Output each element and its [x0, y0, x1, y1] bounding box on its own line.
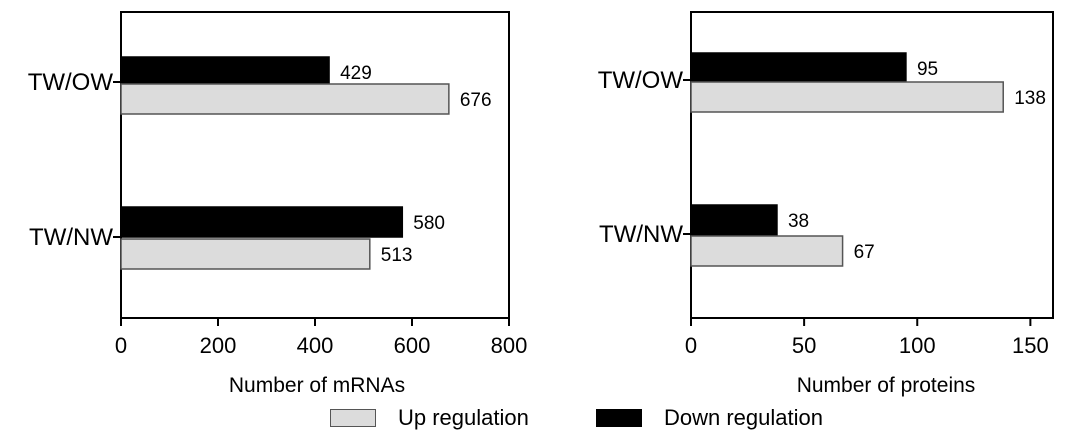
chart-1-bar-up	[120, 238, 371, 270]
chart-1-data-label-down: 429	[340, 63, 372, 84]
legend: Up regulation Down regulation	[0, 405, 1083, 437]
chart-1-category-label: TW/NW	[29, 224, 113, 251]
legend-item-down: Down regulation	[596, 405, 823, 431]
chart-1-bar-down	[120, 56, 330, 88]
chart-2-data-label-up: 67	[854, 242, 875, 263]
legend-swatch-down	[596, 409, 642, 427]
chart-2-x-axis-title: Number of proteins	[797, 374, 976, 397]
chart-1-x-tick-label: 0	[115, 333, 127, 358]
chart-1-x-tick-label: 600	[394, 333, 431, 358]
chart-2-frame	[690, 11, 1054, 319]
chart-1-x-tick-label: 200	[200, 333, 237, 358]
chart-1-category-label: TW/OW	[28, 69, 114, 96]
chart-2-data-label-down: 95	[917, 59, 938, 80]
chart-2-category-label: TW/OW	[598, 67, 684, 94]
chart-1-bar-down	[120, 206, 404, 238]
legend-label-up: Up regulation	[398, 405, 529, 430]
chart-2-bar-up	[690, 235, 844, 267]
chart-2-x-tick-label: 100	[899, 333, 936, 358]
chart-1-bar-up	[120, 83, 450, 115]
chart-1-x-tick-label: 400	[297, 333, 334, 358]
chart-2-x-tick-label: 150	[1012, 333, 1049, 358]
legend-item-up: Up regulation	[330, 405, 529, 431]
chart-2-data-label-up: 138	[1014, 88, 1046, 109]
chart-1-data-label-up: 513	[381, 245, 413, 266]
chart-1-data-label-up: 676	[460, 90, 492, 111]
chart-2-x-tick-label: 50	[792, 333, 816, 358]
legend-label-down: Down regulation	[664, 405, 823, 430]
chart-2-bar-up	[690, 81, 1004, 113]
chart-2-bar-down	[690, 204, 778, 236]
chart-2-data-label-down: 38	[788, 211, 809, 232]
legend-swatch-up	[330, 409, 376, 427]
chart-2-category-label: TW/NW	[599, 221, 683, 248]
chart-2-bar-down	[690, 52, 907, 84]
chart-1-x-axis-title: Number of mRNAs	[229, 374, 405, 397]
chart-1-x-tick-label: 800	[491, 333, 528, 358]
chart-1-data-label-down: 580	[413, 213, 445, 234]
chart-2-x-tick-label: 0	[685, 333, 697, 358]
